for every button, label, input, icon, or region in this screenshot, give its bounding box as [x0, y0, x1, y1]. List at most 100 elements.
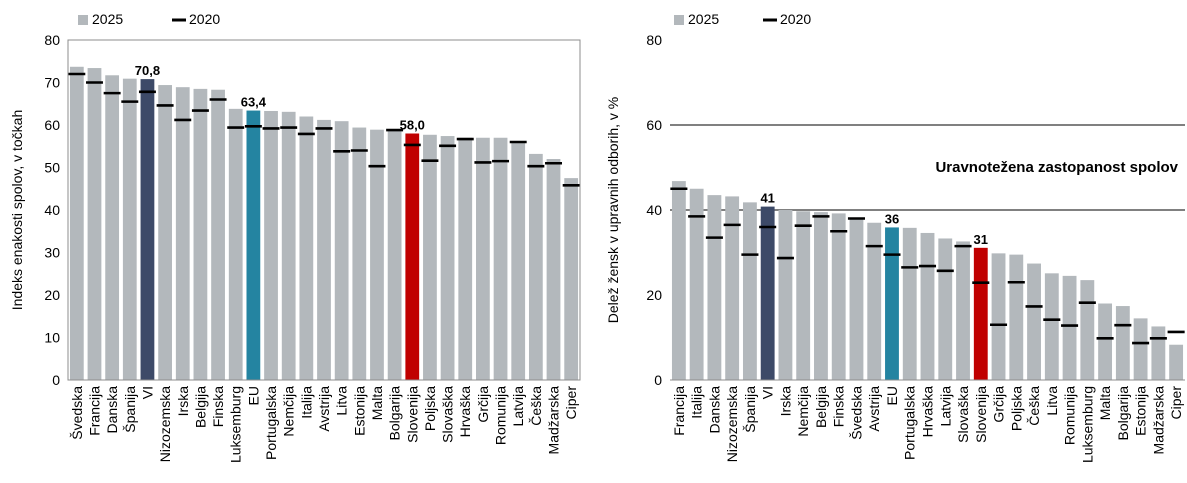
- right-xlabel-irska: Irska: [777, 386, 793, 417]
- left-xlabel-slovaska: Slovaška: [440, 386, 456, 443]
- right-xlabel-finska: Finska: [831, 386, 847, 427]
- right-xlabel-grcija: Grčija: [991, 386, 1007, 423]
- right-bars: [671, 181, 1184, 380]
- left-ytick-40: 40: [44, 202, 60, 218]
- left-xlabel-francija: Francija: [86, 386, 102, 436]
- right-ytick-60: 60: [646, 117, 662, 133]
- right-xlabel-luksemburg: Luksemburg: [1079, 386, 1095, 463]
- left-bar-litva: [334, 121, 349, 381]
- right-category-labels: Francija Italija Danska Nizozemska Španija VI…: [671, 386, 1184, 463]
- left-xlabel-ciper: Ciper: [563, 386, 579, 420]
- left-ytick-70: 70: [44, 75, 60, 91]
- left-xlabel-malta: Malta: [369, 386, 385, 420]
- right-bar-nemcija: [796, 211, 811, 380]
- left-bar-nemcija: [281, 111, 296, 380]
- right-xlabel-belgija: Belgija: [813, 386, 829, 428]
- left-bar-belgija: [193, 88, 208, 380]
- right-xlabel-malta: Malta: [1097, 386, 1113, 420]
- left-value-label-eu: 63,4: [241, 95, 267, 110]
- left-xlabel-nemcija: Nemčija: [281, 386, 297, 437]
- right-xlabel-ceska: Češka: [1026, 386, 1042, 426]
- left-bar-avstrija: [317, 119, 331, 381]
- left-bar-latvija: [511, 141, 526, 380]
- left-bar-francija: [87, 68, 102, 381]
- right-bar-malta: [1098, 303, 1113, 380]
- left-xlabel-romunija: Romunija: [493, 386, 509, 445]
- right-xlabel-nizozemska: Nizozemska: [724, 386, 740, 462]
- left-xlabel-svedska: Švedska: [69, 386, 85, 440]
- left-bar-hrvaska: [458, 137, 473, 380]
- right-bar-irska: [778, 210, 793, 380]
- right-bar-danska: [707, 195, 722, 380]
- right-bar-belgija: [814, 212, 828, 380]
- left-bar-grcija: [476, 137, 490, 380]
- left-value-label-vi: 70,8: [135, 63, 160, 78]
- right-xlabel-vi: VI: [760, 386, 776, 399]
- left-ytick-0: 0: [52, 372, 60, 388]
- right-value-label-slovenija: 31: [974, 232, 988, 247]
- right-bar-svedska: [849, 218, 864, 380]
- right-xlabel-eu: EU: [884, 386, 900, 405]
- left-y-ticks: 0 10 20 30 40 50 60 70 80: [44, 32, 60, 388]
- right-legend-2020-label: 2020: [780, 11, 811, 27]
- right-xlabel-latvija: Latvija: [937, 386, 953, 427]
- left-xlabel-estonija: Estonija: [351, 386, 367, 436]
- right-xlabel-slovaska: Slovaška: [955, 386, 971, 443]
- right-bar-grcija: [991, 253, 1006, 380]
- right-bar-eu: [885, 227, 899, 380]
- right-bar-luksemburg: [1080, 280, 1095, 380]
- right-ytick-20: 20: [646, 287, 662, 303]
- left-bar-portugalska: [264, 110, 278, 380]
- left-legend: 2025 2020: [78, 11, 220, 27]
- left-xlabel-grcija: Grčija: [475, 386, 491, 423]
- right-bar-slovaska: [956, 241, 970, 380]
- left-xlabel-portugalska: Portugalska: [263, 386, 279, 460]
- left-xlabel-finska: Finska: [210, 386, 226, 427]
- left-xlabel-spanija: Španija: [122, 386, 138, 433]
- right-band-label: Uravnotežena zastopanost spolov: [935, 159, 1178, 176]
- left-xlabel-belgija: Belgija: [192, 386, 208, 428]
- right-value-labels: 41 36 31: [760, 191, 988, 247]
- left-bar-malta: [370, 129, 384, 380]
- left-bar-slovaska: [440, 136, 455, 380]
- right-xlabel-bolgarija: Bolgarija: [1115, 386, 1131, 441]
- left-xlabel-ceska: Češka: [528, 386, 544, 426]
- right-bar-hrvaska: [920, 232, 935, 380]
- left-xlabel-poljska: Poljska: [422, 386, 438, 431]
- left-plot-frame: [67, 39, 581, 381]
- left-bar-danska: [105, 75, 120, 381]
- right-bar-romunija: [1062, 275, 1077, 380]
- left-bar-ciper: [564, 178, 579, 380]
- right-bar-slovenija: [973, 247, 988, 380]
- left-legend-2025-label: 2025: [92, 11, 123, 27]
- left-bar-ceska: [528, 153, 543, 380]
- right-bar-ciper: [1169, 344, 1184, 380]
- right-ytick-80: 80: [646, 32, 662, 48]
- left-bar-nizozemska: [158, 85, 172, 381]
- left-ytick-10: 10: [44, 330, 60, 346]
- right-xlabel-litva: Litva: [1044, 386, 1060, 416]
- right-xlabel-svedska: Švedska: [848, 386, 864, 440]
- right-bar-avstrija: [867, 222, 882, 380]
- left-bar-bolgarija: [387, 130, 402, 380]
- left-bar-luksemburg: [228, 108, 243, 380]
- right-value-label-eu: 36: [885, 211, 899, 226]
- left-ytick-50: 50: [44, 160, 60, 176]
- left-bar-estonija: [352, 127, 367, 380]
- left-y-axis-label: Indeks enakosti spolov, v točkah: [9, 110, 25, 311]
- right-bar-spanija: [742, 202, 757, 380]
- right-legend: 2025 2020: [674, 11, 811, 27]
- right-bar-bolgarija: [1115, 306, 1130, 380]
- right-xlabel-hrvaska: Hrvaška: [920, 386, 936, 438]
- right-xlabel-romunija: Romunija: [1062, 386, 1078, 445]
- left-legend-2020-label: 2020: [189, 11, 220, 27]
- left-bar-italija: [299, 116, 314, 380]
- right-xlabel-danska: Danska: [706, 386, 722, 434]
- left-xlabel-slovenija: Slovenija: [404, 386, 420, 443]
- right-ytick-40: 40: [646, 202, 662, 218]
- left-xlabel-litva: Litva: [334, 386, 350, 416]
- right-bar-francija: [671, 181, 686, 380]
- left-xlabel-eu: EU: [245, 386, 261, 405]
- right-bar-finska: [831, 213, 846, 380]
